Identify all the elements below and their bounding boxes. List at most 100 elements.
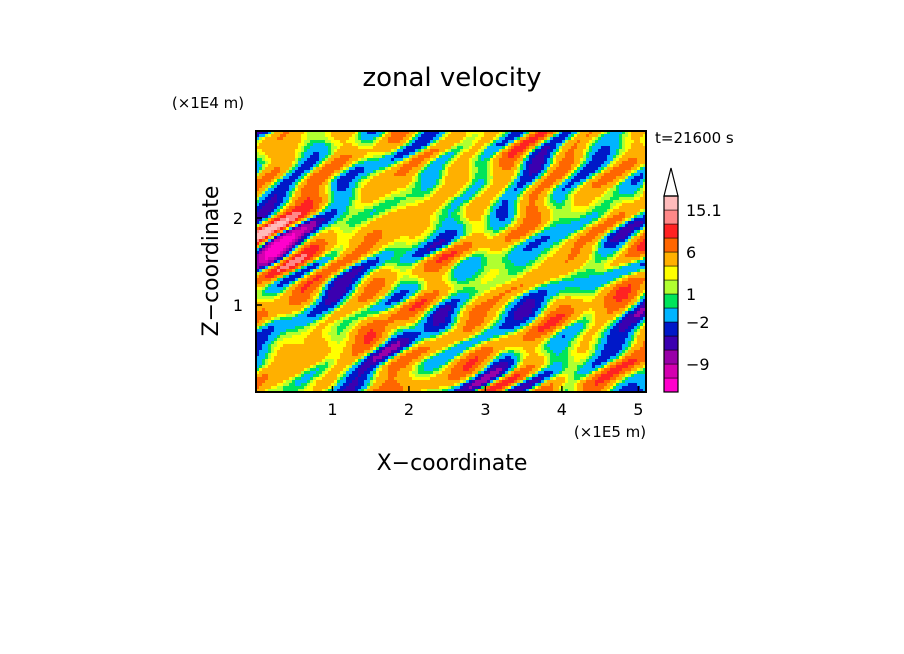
heatmap-cell	[373, 191, 377, 195]
heatmap-cell	[526, 137, 530, 141]
heatmap-cell	[496, 203, 500, 207]
heatmap-cell	[301, 137, 305, 141]
heatmap-cell	[346, 149, 350, 153]
heatmap-cell	[328, 164, 332, 168]
heatmap-cell	[355, 149, 359, 153]
heatmap-cell	[598, 155, 602, 159]
heatmap-cell	[415, 224, 419, 228]
heatmap-cell	[568, 155, 572, 159]
heatmap-cell	[289, 176, 293, 180]
heatmap-cell	[565, 230, 569, 234]
heatmap-cell	[511, 224, 515, 228]
heatmap-cell	[538, 158, 542, 162]
heatmap-cell	[331, 197, 335, 201]
heatmap-cell	[367, 218, 371, 222]
heatmap-cell	[442, 206, 446, 210]
heatmap-cell	[469, 224, 473, 228]
heatmap-cell	[622, 137, 626, 141]
heatmap-cell	[301, 230, 305, 234]
heatmap-cell	[604, 197, 608, 201]
heatmap-cell	[544, 188, 548, 192]
heatmap-cell	[442, 236, 446, 240]
heatmap-cell	[310, 197, 314, 201]
heatmap-cell	[442, 137, 446, 141]
heatmap-cell	[637, 131, 641, 135]
heatmap-cell	[484, 179, 488, 183]
heatmap-cell	[499, 158, 503, 162]
heatmap-cell	[271, 200, 275, 204]
heatmap-cell	[376, 239, 380, 243]
heatmap-cell	[430, 197, 434, 201]
heatmap-cell	[616, 185, 620, 189]
heatmap-cell	[349, 170, 353, 174]
heatmap-cell	[595, 161, 599, 165]
heatmap-cell	[529, 134, 533, 138]
heatmap-cell	[430, 209, 434, 213]
heatmap-cell	[292, 227, 296, 231]
heatmap-cell	[532, 194, 536, 198]
heatmap-cell	[556, 176, 560, 180]
heatmap-cell	[376, 164, 380, 168]
heatmap-cell	[295, 233, 299, 237]
heatmap-cell	[484, 233, 488, 237]
heatmap-cell	[577, 221, 581, 225]
heatmap-cell	[319, 173, 323, 177]
heatmap-cell	[265, 233, 269, 237]
heatmap-cell	[475, 134, 479, 138]
heatmap-cell	[568, 188, 572, 192]
heatmap-cell	[256, 176, 260, 180]
heatmap-cell	[487, 194, 491, 198]
heatmap-cell	[412, 149, 416, 153]
heatmap-cell	[520, 179, 524, 183]
heatmap-cell	[619, 170, 623, 174]
heatmap-cell	[310, 146, 314, 150]
heatmap-cell	[262, 176, 266, 180]
heatmap-cell	[409, 185, 413, 189]
heatmap-cell	[355, 209, 359, 213]
heatmap-cell	[640, 239, 644, 243]
heatmap-cell	[259, 227, 263, 231]
heatmap-cell	[367, 212, 371, 216]
heatmap-cell	[547, 140, 551, 144]
heatmap-cell	[529, 179, 533, 183]
heatmap-cell	[472, 203, 476, 207]
heatmap-cell	[277, 131, 281, 135]
heatmap-cell	[331, 221, 335, 225]
heatmap-cell	[607, 188, 611, 192]
heatmap-cell	[631, 239, 635, 243]
heatmap-cell	[580, 197, 584, 201]
heatmap-cell	[643, 233, 647, 237]
heatmap-cell	[610, 203, 614, 207]
heatmap-cell	[310, 188, 314, 192]
heatmap-cell	[484, 209, 488, 213]
heatmap-cell	[601, 221, 605, 225]
heatmap-cell	[313, 131, 317, 135]
heatmap-cell	[409, 137, 413, 141]
heatmap-cell	[325, 188, 329, 192]
heatmap-cell	[577, 194, 581, 198]
heatmap-cell	[454, 212, 458, 216]
heatmap-cell	[379, 140, 383, 144]
heatmap-cell	[292, 245, 296, 249]
heatmap-cell	[268, 194, 272, 198]
heatmap-cell	[559, 149, 563, 153]
heatmap-cell	[472, 161, 476, 165]
heatmap-cell	[283, 155, 287, 159]
heatmap-cell	[271, 197, 275, 201]
heatmap-cell	[601, 218, 605, 222]
heatmap-cell	[589, 179, 593, 183]
heatmap-cell	[451, 215, 455, 219]
heatmap-cell	[370, 221, 374, 225]
heatmap-cell	[382, 131, 386, 135]
heatmap-cell	[460, 203, 464, 207]
heatmap-cell	[580, 176, 584, 180]
heatmap-cell	[613, 194, 617, 198]
heatmap-cell	[271, 170, 275, 174]
heatmap-cell	[406, 206, 410, 210]
heatmap-cell	[445, 239, 449, 243]
heatmap-cell	[274, 152, 278, 156]
heatmap-cell	[295, 161, 299, 165]
heatmap-cell	[478, 149, 482, 153]
heatmap-cell	[517, 143, 521, 147]
heatmap-cell	[544, 146, 548, 150]
